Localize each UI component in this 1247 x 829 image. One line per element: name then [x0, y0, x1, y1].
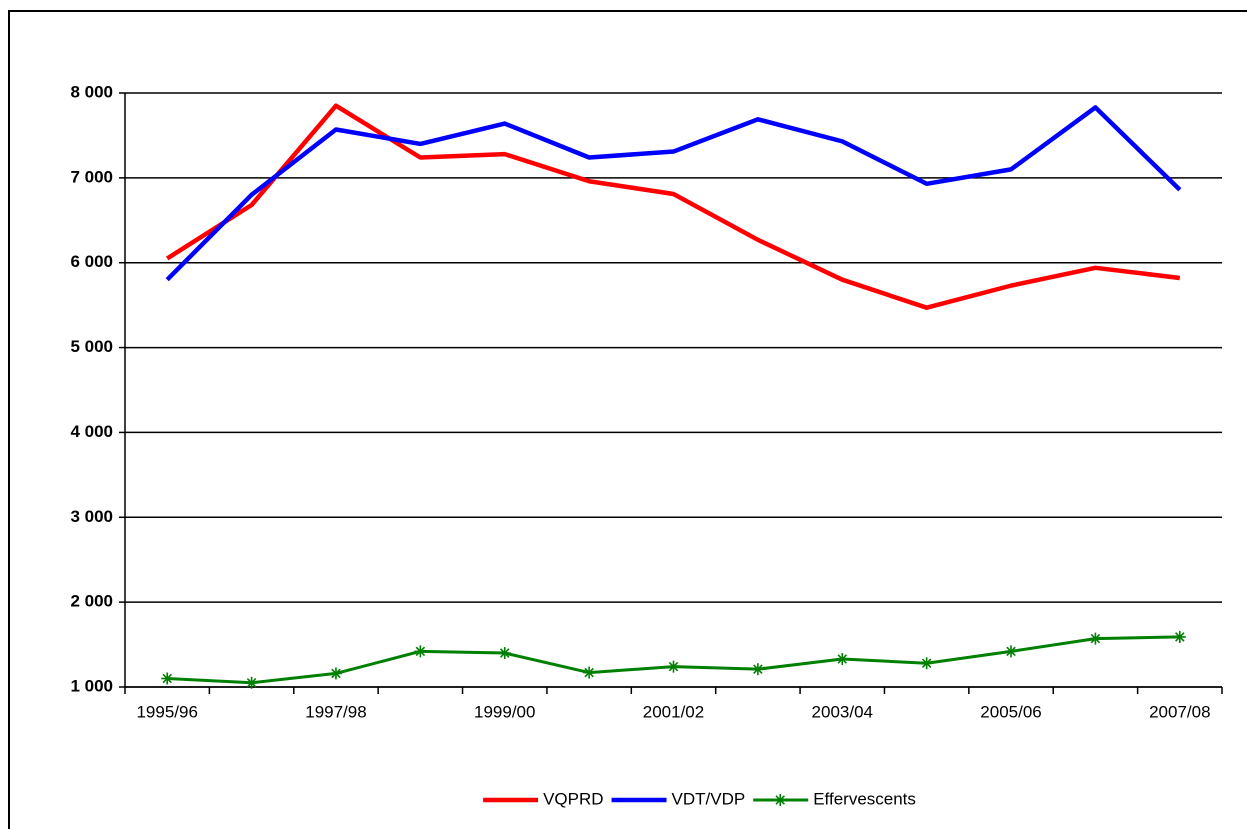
- marker: [1005, 645, 1018, 658]
- marker: [1173, 630, 1186, 643]
- marker: [1089, 632, 1102, 645]
- marker: [583, 666, 596, 679]
- legend-label: Effervescents: [813, 789, 916, 808]
- marker: [329, 667, 342, 680]
- y-tick-label: 8 000: [70, 82, 113, 101]
- marker: [836, 652, 849, 665]
- y-tick-label: 5 000: [70, 337, 113, 356]
- y-tick-label: 6 000: [70, 252, 113, 271]
- marker: [161, 672, 174, 685]
- legend-label: VDT/VDP: [672, 789, 746, 808]
- x-tick-label: 2003/04: [812, 702, 873, 721]
- y-tick-label: 7 000: [70, 167, 113, 186]
- marker: [498, 647, 511, 660]
- legend-label: VQPRD: [543, 789, 603, 808]
- marker: [751, 663, 764, 676]
- y-tick-label: 1 000: [70, 676, 113, 695]
- marker: [414, 645, 427, 658]
- y-tick-label: 4 000: [70, 422, 113, 441]
- series-line: [165, 105, 1182, 282]
- marker: [920, 657, 933, 670]
- marker: [245, 676, 258, 689]
- y-tick-label: 3 000: [70, 507, 113, 526]
- x-tick-label: 2005/06: [980, 702, 1041, 721]
- marker: [667, 660, 680, 673]
- marker: [774, 794, 787, 806]
- series-line: [165, 103, 1181, 310]
- x-tick-label: 1997/98: [305, 702, 366, 721]
- x-tick-label: 1999/00: [474, 702, 535, 721]
- x-tick-label: 2001/02: [643, 702, 704, 721]
- x-tick-label: 1995/96: [136, 702, 197, 721]
- x-tick-label: 2007/08: [1149, 702, 1210, 721]
- y-tick-label: 2 000: [70, 592, 113, 611]
